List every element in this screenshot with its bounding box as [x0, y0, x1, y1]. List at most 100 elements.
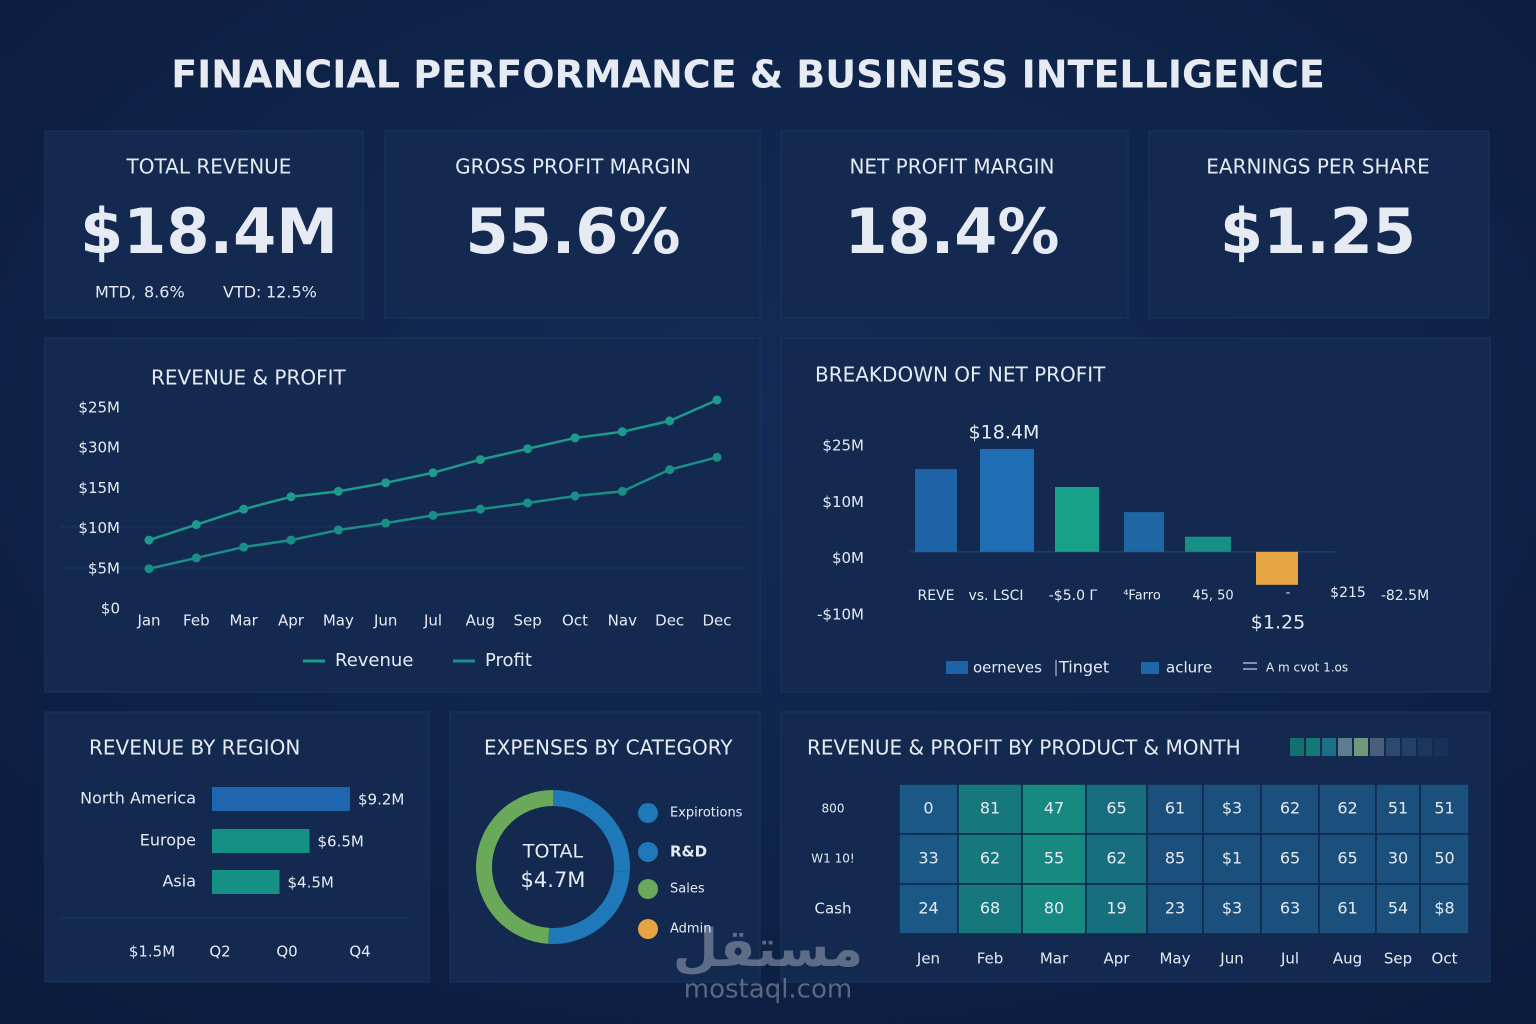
value-label: $6.5M: [318, 833, 364, 851]
data-point: [665, 416, 675, 426]
heatmap-cell: [1146, 833, 1204, 885]
cell-label: 51: [1434, 799, 1454, 818]
legend-label: A m cvot 1.os: [1266, 661, 1348, 675]
data-point: [570, 491, 580, 501]
legend-swatch: [1386, 738, 1400, 756]
watermark: mostaql.com: [684, 975, 852, 1005]
cell-label: $8: [1434, 899, 1454, 918]
row-label: Cash: [815, 900, 852, 918]
y-tick-label: $25M: [78, 399, 120, 417]
annotation: vs. LSCI: [968, 588, 1023, 604]
x-tick-label: Jul: [423, 612, 442, 630]
x-tick-label: May: [323, 612, 354, 630]
kpi-panel: [384, 130, 761, 319]
legend-label: Profit: [485, 650, 532, 671]
x-tick-label: Dec: [702, 612, 731, 630]
legend-swatch: [1434, 738, 1448, 756]
cell-label: 47: [1044, 799, 1064, 818]
kpi-panel: [44, 130, 364, 319]
heatmap-cell: [898, 883, 959, 935]
kpi-label: TOTAL REVENUE: [126, 155, 292, 179]
data-point: [191, 520, 201, 530]
data-point: [239, 542, 249, 552]
kpi-value: 18.4%: [844, 195, 1059, 268]
heatmap-cell: [1375, 833, 1421, 885]
y-tick-label: $10M: [822, 493, 864, 511]
data-point: [286, 492, 296, 502]
cell-label: 61: [1337, 899, 1357, 918]
x-tick-label: Jun: [373, 612, 397, 630]
heatmap-cell: [957, 833, 1023, 885]
cell-label: 62: [1280, 799, 1300, 818]
column-label: May: [1159, 950, 1190, 968]
annotation: $1.25: [1251, 612, 1305, 634]
data-point: [191, 553, 201, 563]
legend-swatch: [638, 842, 658, 862]
legend-swatch: [638, 879, 658, 899]
heatmap-cell: [957, 883, 1023, 935]
legend-swatch: [1338, 738, 1352, 756]
cell-label: 33: [918, 849, 938, 868]
cell-label: 80: [1044, 899, 1064, 918]
kpi-detail: MTD,: [95, 283, 136, 302]
heatmap-cell: [1146, 883, 1204, 935]
category-label: North America: [80, 789, 196, 808]
data-point: [286, 535, 296, 545]
cell-label: 50: [1434, 849, 1454, 868]
category-label: Asia: [162, 872, 196, 891]
kpi-detail: 8.6%: [144, 283, 185, 302]
cell-label: 19: [1106, 899, 1126, 918]
y-tick-label: $30M: [78, 439, 120, 457]
y-tick-label: $10M: [78, 519, 120, 537]
cell-label: 51: [1388, 799, 1408, 818]
kpi-label: GROSS PROFIT MARGIN: [455, 155, 691, 179]
chart-title: REVENUE & PROFIT BY PRODUCT & MONTH: [807, 736, 1241, 760]
center-label: $4.7M: [521, 868, 586, 892]
heatmap-cell: [1085, 883, 1148, 935]
donut-slice: [553, 790, 631, 872]
cell-label: 0: [923, 799, 933, 818]
donut-slice: [475, 790, 553, 944]
cell-label: 62: [1106, 849, 1126, 868]
heatmap-cell: [957, 783, 1023, 835]
bar: [1256, 551, 1298, 585]
dashboard-title: FINANCIAL PERFORMANCE & BUSINESS INTELLI…: [171, 53, 1325, 97]
x-tick-label: Nav: [608, 612, 637, 630]
x-tick-label: Mar: [230, 612, 259, 630]
legend-swatch: [946, 661, 968, 674]
heatmap-cell: [898, 783, 959, 835]
data-point: [665, 465, 675, 475]
cell-label: 65: [1337, 849, 1357, 868]
annotation: $18.4M: [969, 422, 1040, 444]
annotation: REVE: [918, 588, 955, 604]
heatmap-cell: [1202, 783, 1262, 835]
heatmap-cell: [1202, 833, 1262, 885]
chart-title: REVENUE & PROFIT: [151, 366, 347, 390]
cell-label: $3: [1222, 799, 1242, 818]
axis-label: Q2: [209, 943, 230, 961]
data-point: [712, 452, 722, 462]
legend-swatch: [638, 803, 658, 823]
x-tick-label: Sep: [514, 612, 542, 630]
center-label: TOTAL: [522, 841, 584, 863]
legend-label: Revenue: [335, 650, 413, 671]
kpi-value: 55.6%: [465, 195, 680, 268]
kpi-label: NET PROFIT MARGIN: [849, 155, 1054, 179]
data-point: [475, 504, 485, 514]
x-tick-label: Aug: [466, 612, 495, 630]
column-label: Jen: [916, 950, 940, 968]
legend-swatch: [1322, 738, 1336, 756]
data-point: [617, 427, 627, 437]
column-label: Sep: [1384, 950, 1412, 968]
legend-swatch: [1141, 662, 1159, 674]
bar: [212, 870, 280, 894]
cell-label: 24: [918, 899, 938, 918]
y-tick-label: $5M: [88, 559, 120, 577]
legend-label: aclure: [1166, 659, 1212, 677]
cell-label: 23: [1165, 899, 1185, 918]
legend-swatch: [1402, 738, 1416, 756]
bar: [1055, 486, 1099, 552]
kpi-label: EARNINGS PER SHARE: [1206, 155, 1430, 179]
annotation: ⁴Farro: [1123, 589, 1161, 604]
legend-label: oerneves: [973, 659, 1042, 677]
